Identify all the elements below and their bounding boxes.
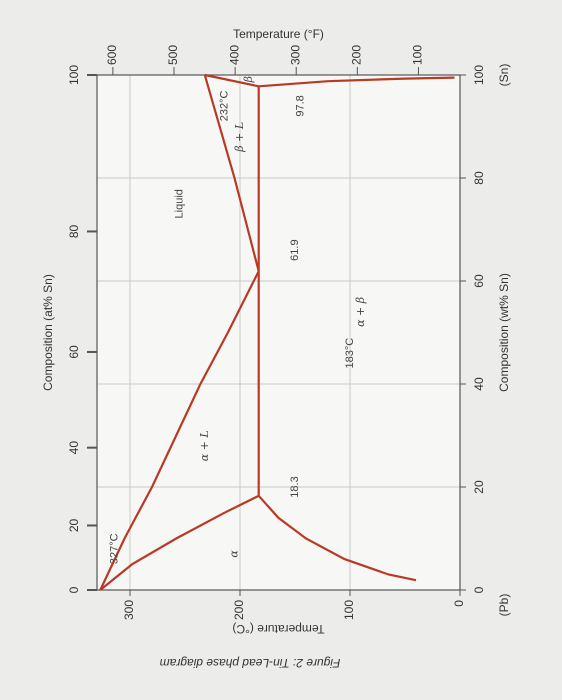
annotation: 97.8 <box>294 95 306 116</box>
y2-tick-label: 400 <box>227 45 241 65</box>
x2-tick-label: 20 <box>67 518 81 532</box>
plot-frame <box>96 74 461 591</box>
x-tick-label: 20 <box>472 480 486 494</box>
y-tick-label: 200 <box>232 600 246 620</box>
annotation: Liquid <box>173 189 185 218</box>
y-axis-title: Temperature (°C) <box>232 622 324 636</box>
x-end-label: (Sn) <box>497 64 511 87</box>
y-tick-label: 0 <box>452 600 466 607</box>
phase-boundary <box>204 73 259 88</box>
y-tick-label: 100 <box>342 600 356 620</box>
annotation: 61.9 <box>289 239 301 260</box>
x2-tick-label: 60 <box>67 345 81 359</box>
annotation: 327°C <box>109 533 121 564</box>
y-tick-label: 300 <box>122 600 136 620</box>
x-tick-label: 60 <box>472 274 486 288</box>
x2-tick-label: 100 <box>67 65 81 85</box>
x-tick-label: 80 <box>472 171 486 185</box>
annotation: α + L <box>198 430 211 461</box>
x-tick-label: 0 <box>472 586 486 593</box>
annotation: β + L <box>233 122 246 153</box>
annotation: 18.3 <box>289 476 301 497</box>
x-axis-title: Composition (wt% Sn) <box>497 273 511 392</box>
annotation: β <box>242 76 255 83</box>
annotation: α + β <box>354 297 367 327</box>
phase-boundary <box>99 270 260 591</box>
chart: 0 20 40 60 80 100 0 20 40 60 80 100 0 100 200 300 100 200… <box>41 27 511 670</box>
y2-axis-title: Temperature (°F) <box>233 27 324 41</box>
phase-boundary <box>258 76 455 88</box>
phase-boundary <box>203 74 260 272</box>
x2-tick-label: 80 <box>67 224 81 238</box>
caption: Figure 2: Tin-Lead phase diagram <box>160 656 341 670</box>
plot-area <box>97 75 460 590</box>
phase-boundary <box>257 495 417 582</box>
x-end-label: (Pb) <box>497 594 511 617</box>
phase-boundary <box>99 494 260 591</box>
x2-axis-title: Composition (at% Sn) <box>41 274 55 391</box>
y2-tick-label: 100 <box>411 45 425 65</box>
y2-tick-label: 600 <box>105 45 119 65</box>
x2-tick-label: 40 <box>67 441 81 455</box>
y2-tick-label: 500 <box>166 45 180 65</box>
y2-tick-label: 300 <box>288 45 302 65</box>
annotation: α <box>228 550 241 558</box>
annotation: 232°C <box>219 90 231 121</box>
x-tick-label: 100 <box>472 65 486 85</box>
annotation: 183°C <box>344 338 356 369</box>
x2-tick-label: 0 <box>67 586 81 593</box>
y2-tick-label: 200 <box>350 45 364 65</box>
x-tick-label: 40 <box>472 377 486 391</box>
